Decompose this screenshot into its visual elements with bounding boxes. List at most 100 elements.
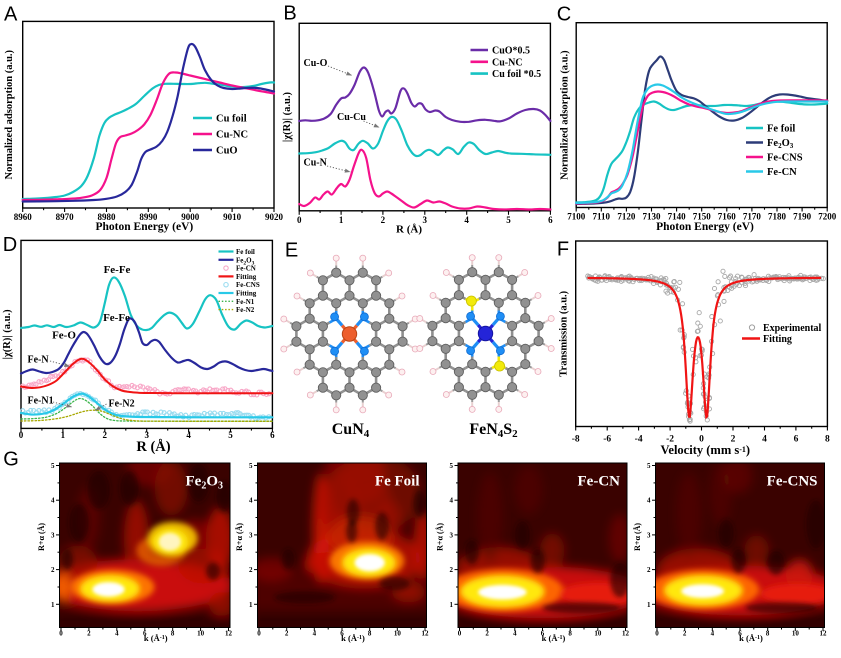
svg-text:6: 6 [548, 215, 553, 225]
svg-text:12: 12 [225, 629, 233, 637]
svg-text:8990: 8990 [139, 212, 158, 222]
svg-text:3: 3 [450, 531, 454, 539]
svg-text:A: A [4, 3, 18, 25]
svg-text:4: 4 [249, 497, 253, 505]
svg-text:12: 12 [422, 629, 430, 637]
svg-text:Fe-N1: Fe-N1 [236, 298, 255, 306]
svg-text:1: 1 [51, 601, 55, 609]
svg-text:Fe-O: Fe-O [52, 330, 76, 342]
svg-text:2: 2 [683, 629, 687, 637]
svg-text:Fe-CNS: Fe-CNS [767, 474, 818, 490]
svg-text:10: 10 [394, 629, 402, 637]
svg-text:6: 6 [794, 435, 799, 445]
svg-text:6: 6 [738, 629, 742, 637]
svg-text:Fe-CNS: Fe-CNS [767, 153, 803, 164]
svg-text:CuN4: CuN4 [332, 421, 370, 440]
svg-text:10: 10 [197, 629, 205, 637]
svg-text:2: 2 [249, 566, 253, 574]
svg-text:8: 8 [825, 435, 830, 445]
svg-text:Fe-CNS: Fe-CNS [236, 281, 260, 289]
svg-text:0: 0 [59, 629, 63, 637]
svg-text:2: 2 [647, 566, 651, 574]
svg-text:4: 4 [186, 430, 191, 440]
svg-text:k (Å-1): k (Å-1) [144, 633, 168, 643]
svg-text:0: 0 [458, 629, 462, 637]
svg-text:Fe-N: Fe-N [28, 355, 50, 366]
svg-text:8960: 8960 [14, 212, 33, 222]
svg-text:Fe2O3: Fe2O3 [236, 256, 255, 266]
svg-text:8: 8 [368, 629, 372, 637]
svg-text:k (Å-1): k (Å-1) [542, 633, 566, 643]
svg-text:4: 4 [450, 497, 454, 505]
svg-text:Cu-Cu: Cu-Cu [337, 112, 366, 123]
svg-text:Fe2O3: Fe2O3 [186, 474, 224, 492]
svg-text:Cu foil: Cu foil [216, 114, 247, 125]
svg-text:Fe foil: Fe foil [767, 124, 795, 135]
svg-text:2: 2 [87, 629, 91, 637]
svg-text:3: 3 [144, 430, 149, 440]
svg-text:-4: -4 [635, 435, 643, 445]
svg-text:Fe-CN: Fe-CN [767, 167, 797, 178]
svg-text:4: 4 [762, 435, 767, 445]
svg-text:G: G [3, 449, 19, 471]
svg-text:3: 3 [423, 215, 428, 225]
svg-text:Fe Foil: Fe Foil [375, 474, 420, 490]
svg-text:7130: 7130 [643, 212, 662, 222]
svg-text:8970: 8970 [56, 212, 75, 222]
svg-text:R+α (Å): R+α (Å) [633, 523, 642, 551]
svg-text:Fe-CN: Fe-CN [578, 474, 621, 490]
svg-text:Fe2O3: Fe2O3 [767, 138, 794, 150]
svg-text:Fe-N2: Fe-N2 [236, 306, 255, 314]
svg-text:1: 1 [339, 215, 344, 225]
svg-text:7190: 7190 [793, 212, 812, 222]
svg-text:R+α (Å): R+α (Å) [436, 523, 445, 551]
svg-text:Cu-O: Cu-O [304, 58, 328, 69]
svg-text:6: 6 [340, 629, 344, 637]
svg-text:CuO: CuO [216, 146, 238, 157]
svg-text:2: 2 [731, 435, 736, 445]
svg-text:8: 8 [766, 629, 770, 637]
svg-text:5: 5 [228, 430, 233, 440]
svg-text:2: 2 [381, 215, 386, 225]
svg-text:4: 4 [711, 629, 715, 637]
svg-text:Cu foil *0.5: Cu foil *0.5 [492, 69, 541, 80]
svg-text:Transmission (a.u.): Transmission (a.u.) [559, 290, 570, 376]
svg-text:Photon Energy (eV): Photon Energy (eV) [96, 221, 194, 233]
svg-text:3: 3 [647, 531, 651, 539]
svg-text:-6: -6 [603, 435, 611, 445]
svg-text:5: 5 [506, 215, 511, 225]
svg-text:7150: 7150 [693, 212, 712, 222]
svg-text:|χ(R)| (a.u.): |χ(R)| (a.u.) [282, 92, 293, 143]
svg-text:7120: 7120 [617, 212, 636, 222]
svg-text:7100: 7100 [567, 212, 586, 222]
svg-text:1: 1 [450, 601, 454, 609]
svg-text:FeN4S2: FeN4S2 [469, 421, 518, 440]
svg-text:R+α (Å): R+α (Å) [235, 523, 244, 551]
svg-text:Fe-Fe: Fe-Fe [103, 312, 130, 324]
svg-text:Fitting: Fitting [236, 290, 257, 298]
svg-text:Photon Energy (eV): Photon Energy (eV) [656, 221, 754, 233]
svg-text:7110: 7110 [593, 212, 611, 222]
svg-text:R+α (Å): R+α (Å) [37, 523, 46, 551]
svg-text:7180: 7180 [768, 212, 787, 222]
svg-text:8980: 8980 [97, 212, 116, 222]
svg-text:4: 4 [51, 497, 55, 505]
svg-text:Velocity (mm s-1): Velocity (mm s-1) [661, 443, 751, 457]
svg-text:4: 4 [647, 497, 651, 505]
svg-text:0: 0 [699, 435, 704, 445]
svg-text:6: 6 [270, 430, 275, 440]
svg-text:Fe-N2: Fe-N2 [109, 399, 135, 410]
svg-text:9020: 9020 [265, 212, 284, 222]
svg-text:E: E [285, 240, 298, 262]
svg-text:10: 10 [594, 629, 602, 637]
svg-text:6: 6 [541, 629, 545, 637]
svg-text:Fe-CN: Fe-CN [236, 265, 256, 273]
svg-text:8: 8 [171, 629, 175, 637]
svg-text:Fitting: Fitting [763, 334, 792, 345]
svg-text:3: 3 [51, 531, 55, 539]
svg-text:k (Å-1): k (Å-1) [341, 633, 365, 643]
svg-text:5: 5 [647, 462, 651, 470]
svg-text:2: 2 [450, 566, 454, 574]
svg-text:1: 1 [61, 430, 66, 440]
svg-text:7170: 7170 [743, 212, 762, 222]
